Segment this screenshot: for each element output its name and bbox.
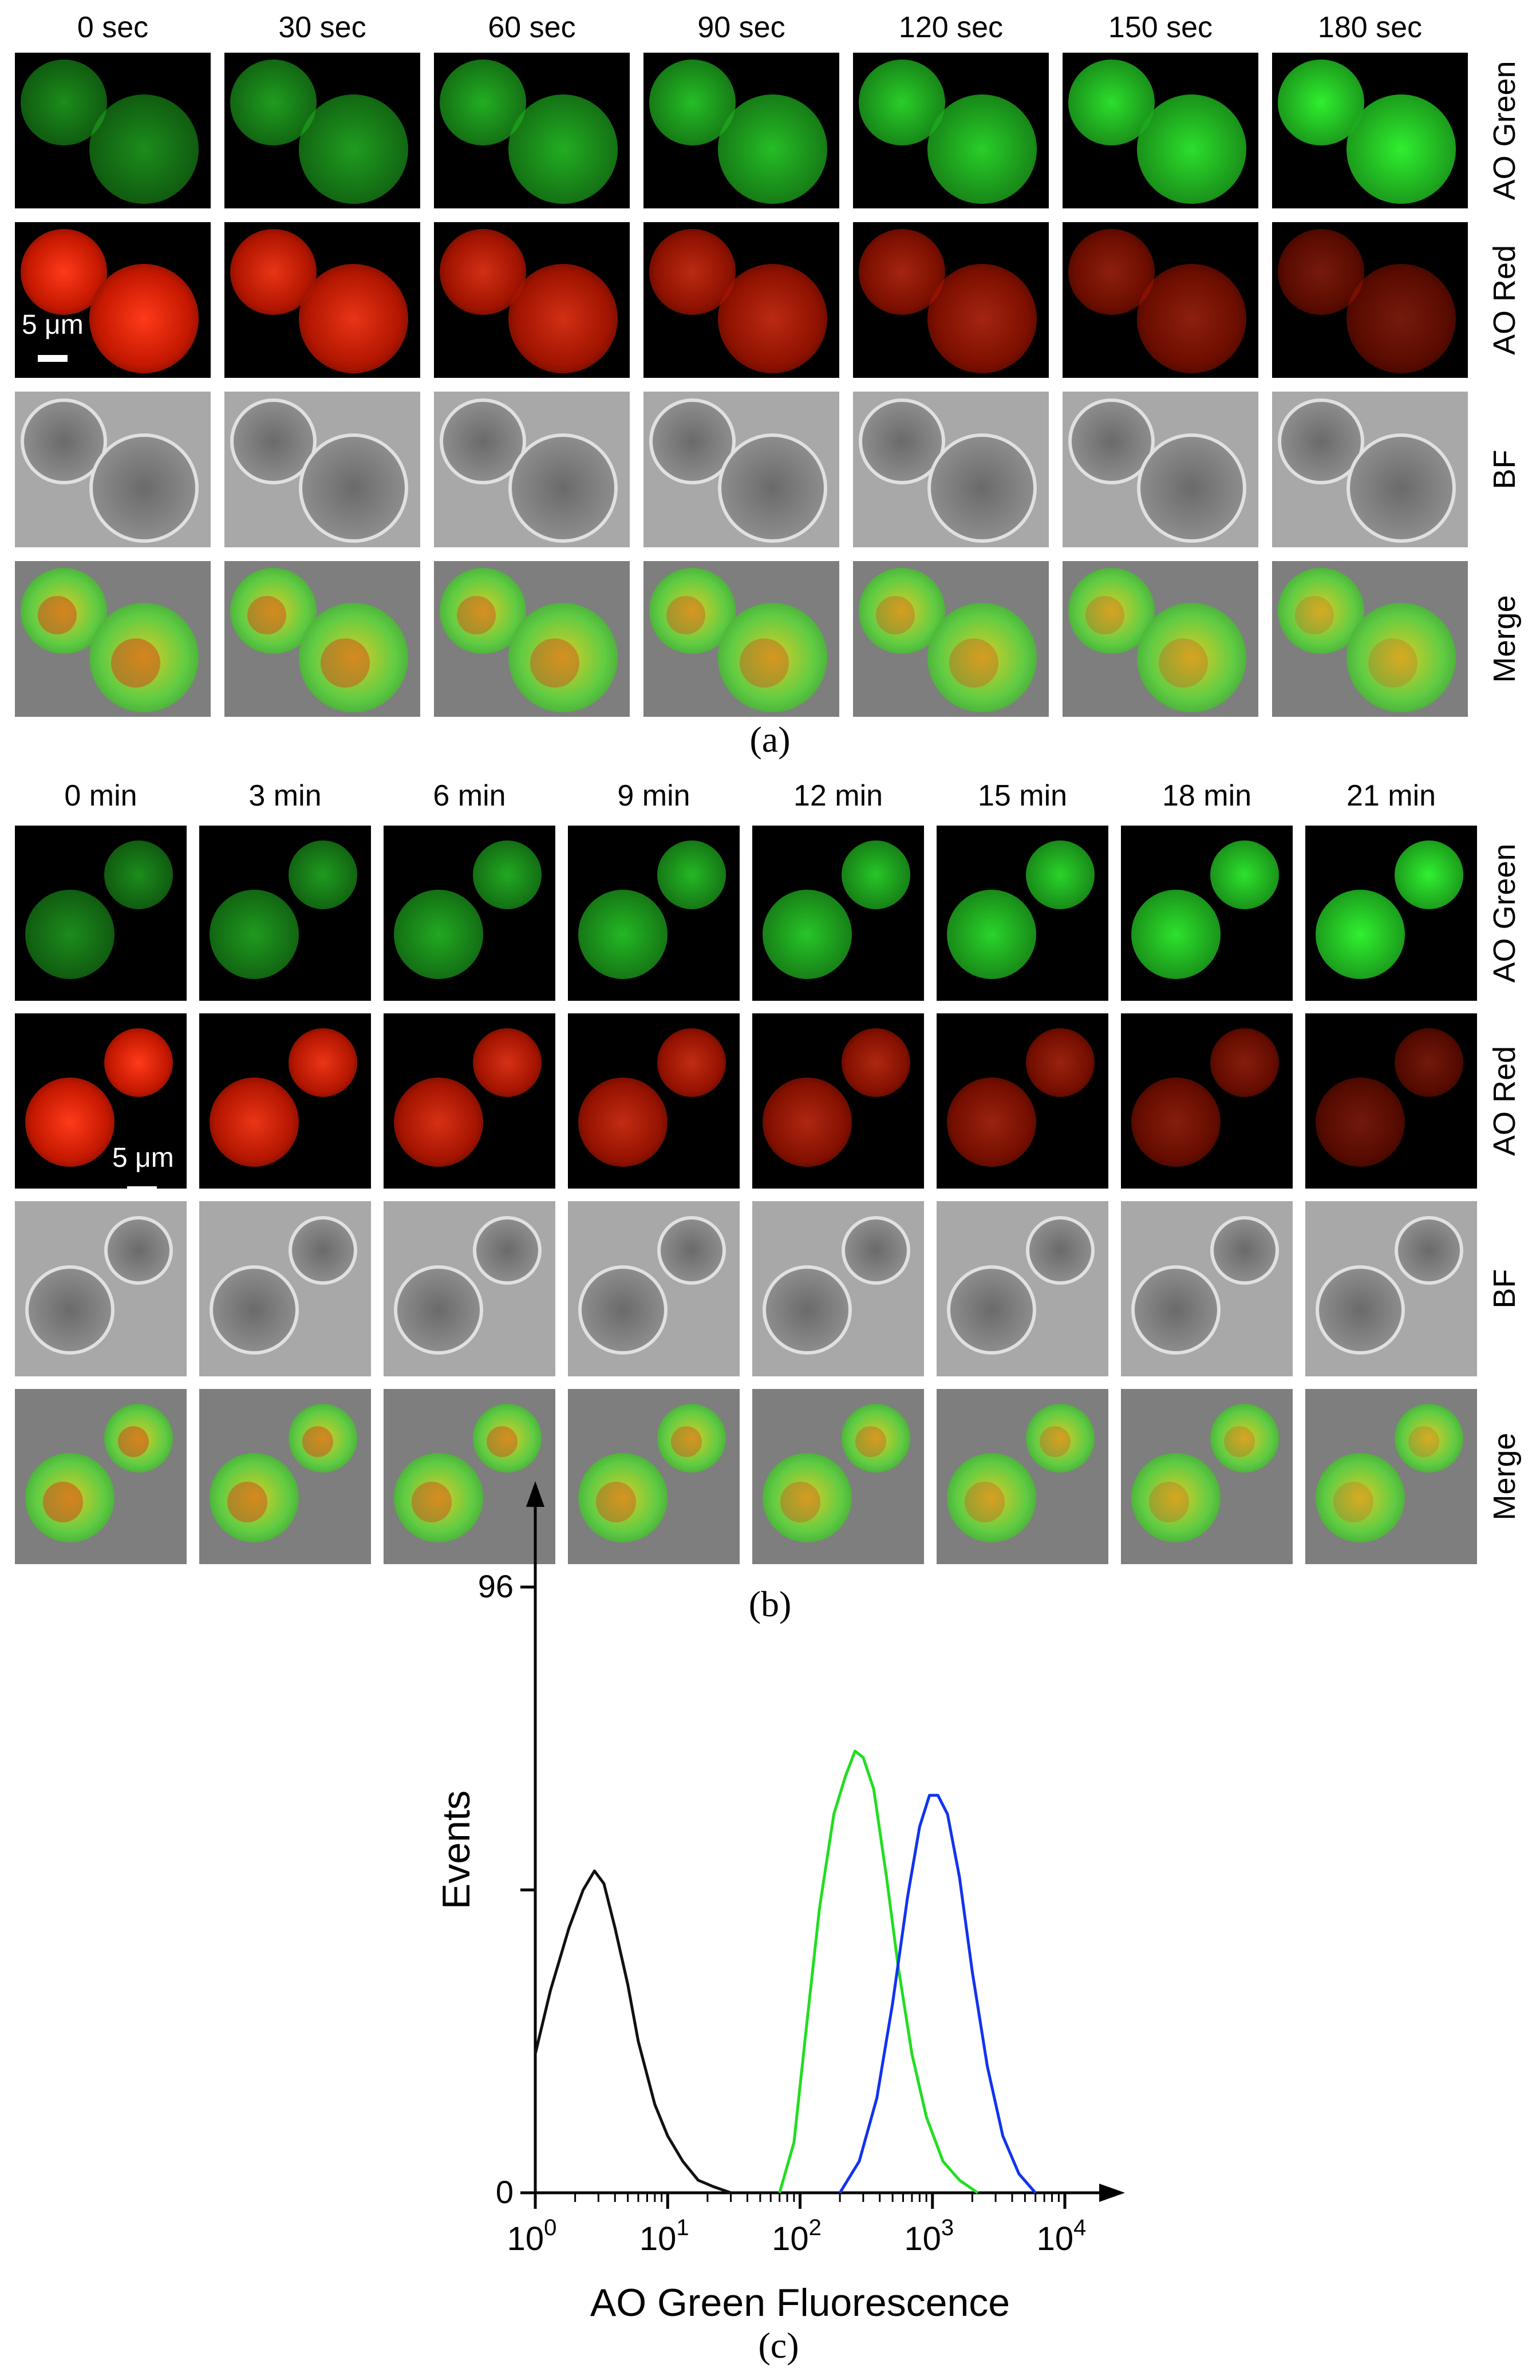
x-tick-label: 102 — [772, 2215, 822, 2257]
y-axis-label: Events — [435, 1790, 478, 1909]
micrograph-tile — [1063, 53, 1258, 208]
micrograph-tile — [384, 1013, 555, 1189]
panel-a-caption: (a) — [749, 719, 791, 760]
histogram-series-2 — [838, 1794, 1037, 2194]
micrograph-tile — [1063, 561, 1258, 717]
scale-bar-b — [127, 1186, 157, 1193]
micrograph-tile — [1272, 561, 1468, 717]
micrograph-tile — [434, 561, 630, 717]
time-label: 0 sec — [77, 11, 149, 44]
scale-bar-label-b: 5 μm — [112, 1143, 174, 1173]
x-tick-label: 101 — [639, 2215, 689, 2257]
micrograph-tile — [15, 392, 211, 547]
panel-b-caption: (b) — [748, 1584, 792, 1624]
time-label: 6 min — [433, 779, 506, 812]
micrograph-tile — [853, 53, 1049, 208]
time-label: 0 min — [64, 779, 137, 812]
scale-bar-label-a: 5 μm — [22, 310, 84, 340]
micrograph-tile — [937, 1013, 1108, 1189]
time-label: 90 sec — [697, 11, 785, 44]
micrograph-tile — [752, 1389, 924, 1564]
micrograph-tile — [1305, 1201, 1477, 1376]
micrograph-tile — [15, 1013, 187, 1189]
micrograph-tile — [643, 53, 839, 208]
histogram-series-0 — [534, 1869, 732, 2195]
micrograph-tile — [853, 392, 1049, 547]
micrograph-tile — [568, 1201, 740, 1376]
histogram-series-1 — [778, 1750, 979, 2195]
micrograph-tile — [1272, 53, 1468, 208]
micrograph-tile — [434, 222, 630, 378]
y-tick-label: 0 — [496, 2174, 514, 2210]
micrograph-tile — [15, 1201, 187, 1376]
micrograph-tile — [384, 1201, 555, 1376]
micrograph-tile — [15, 53, 211, 208]
micrograph-tile — [937, 1201, 1108, 1376]
x-tick-label: 103 — [904, 2215, 954, 2257]
micrograph-tile — [568, 826, 740, 1001]
micrograph-tile — [224, 222, 420, 378]
micrograph-tile — [568, 1389, 740, 1564]
micrograph-tile — [15, 1389, 187, 1564]
y-axis-arrow — [526, 1481, 544, 1507]
time-label: 180 sec — [1317, 11, 1423, 44]
micrograph-tile — [1305, 1013, 1477, 1189]
micrograph-tile — [199, 1013, 371, 1189]
micrograph-tile — [853, 561, 1049, 717]
x-axis-label: AO Green Fluorescence — [590, 2281, 1010, 2324]
time-label: 15 min — [977, 779, 1068, 812]
time-label: 30 sec — [278, 11, 366, 44]
micrograph-tile — [15, 222, 211, 378]
micrograph-tile — [1063, 392, 1258, 547]
time-label: 12 min — [793, 779, 883, 812]
x-tick-label: 104 — [1037, 2215, 1087, 2257]
micrograph-tile — [1272, 222, 1468, 378]
micrograph-tile — [643, 561, 839, 717]
micrograph-tile — [224, 53, 420, 208]
micrograph-tile — [1121, 1013, 1293, 1189]
micrograph-tile — [199, 1201, 371, 1376]
micrograph-tile — [224, 561, 420, 717]
micrograph-tile — [937, 826, 1108, 1001]
micrograph-tile — [1121, 826, 1293, 1001]
time-label: 18 min — [1162, 779, 1252, 812]
micrograph-tile — [434, 392, 630, 547]
micrograph-tile — [1305, 826, 1477, 1001]
micrograph-tile — [1121, 1389, 1293, 1564]
micrograph-tile — [1063, 222, 1258, 378]
micrograph-tile — [384, 826, 555, 1001]
time-label: 21 min — [1346, 779, 1436, 812]
scale-bar-a — [38, 355, 68, 362]
micrograph-tile — [224, 392, 420, 547]
time-label: 3 min — [248, 779, 322, 812]
micrograph-tile — [752, 1201, 924, 1376]
micrograph-tile — [434, 53, 630, 208]
panel-c-caption: (c) — [758, 2325, 799, 2366]
micrograph-tile — [568, 1013, 740, 1189]
micrograph-tile — [384, 1389, 555, 1564]
micrograph-tile — [15, 826, 187, 1001]
micrograph-tile — [752, 1013, 924, 1189]
micrograph-tile — [15, 561, 211, 717]
time-label: 150 sec — [1108, 11, 1213, 44]
micrograph-tile — [1305, 1389, 1477, 1564]
x-tick-label: 100 — [507, 2215, 557, 2257]
micrograph-tile — [752, 826, 924, 1001]
micrograph-tile — [853, 222, 1049, 378]
y-tick-label: 96 — [478, 1568, 514, 1604]
x-axis-arrow — [1099, 2184, 1125, 2202]
time-label: 60 sec — [488, 11, 576, 44]
time-label: 9 min — [617, 779, 690, 812]
time-label: 120 sec — [898, 11, 1004, 44]
micrograph-tile — [1121, 1201, 1293, 1376]
micrograph-tile — [199, 826, 371, 1001]
micrograph-tile — [643, 392, 839, 547]
micrograph-tile — [937, 1389, 1108, 1564]
micrograph-tile — [643, 222, 839, 378]
micrograph-tile — [1272, 392, 1468, 547]
micrograph-tile — [199, 1389, 371, 1564]
